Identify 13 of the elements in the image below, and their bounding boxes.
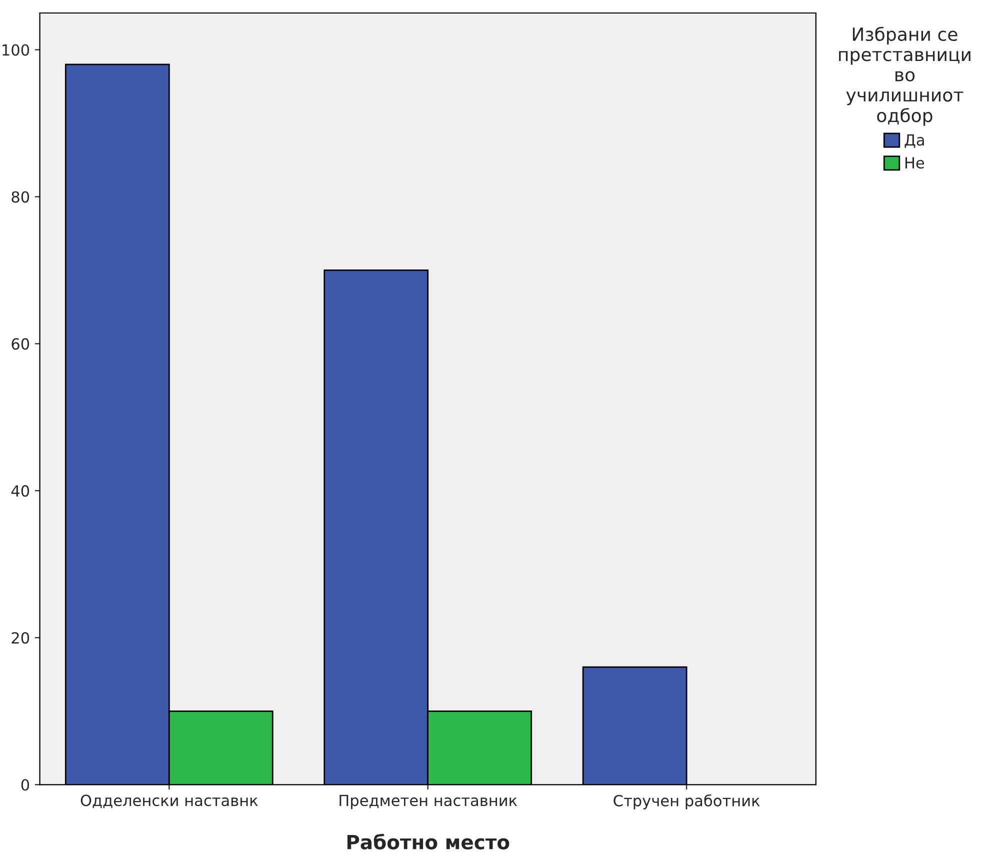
x-axis-title: Работно место [347,834,510,850]
y-tick-label: 40 [11,485,30,497]
y-tick-label: 0 [21,779,30,791]
y-tick-label: 100 [2,44,30,56]
y-tick-label: 60 [12,338,30,350]
x-tick-label: Стручен работник [614,794,760,810]
legend-label: Да [904,134,924,148]
legend-label: Не [905,157,924,169]
y-tick-label: 20 [12,632,30,644]
y-tick-label: 80 [12,191,30,203]
legend-title: Избрани се претставници во училишниот одбор [839,26,970,126]
x-tick-label: Одделенски наставнк [80,794,258,808]
x-tick-label: Предметен наставник [340,794,518,810]
